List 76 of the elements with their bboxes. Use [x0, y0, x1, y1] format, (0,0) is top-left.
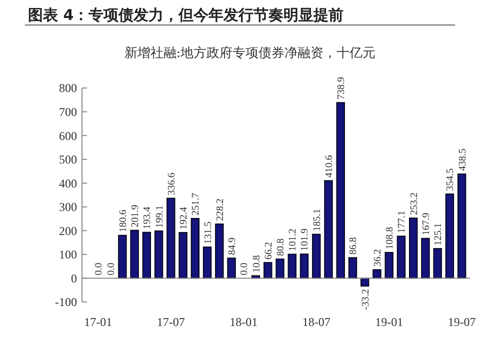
bar	[142, 232, 152, 279]
data-label: 131.5	[202, 221, 214, 244]
bar	[360, 278, 370, 287]
y-tick-label: 700	[59, 104, 77, 119]
x-tick-label: 18-01	[230, 315, 258, 329]
y-tick-label: 600	[59, 128, 77, 143]
data-label: 101.2	[288, 228, 299, 252]
chart-subtitle: 新增社融:地方政府专项债券净融资，十亿元	[124, 45, 376, 61]
bar	[300, 254, 309, 279]
data-label: 336.6	[166, 172, 178, 196]
bar	[372, 269, 382, 279]
data-label: 438.5	[457, 148, 468, 171]
bar	[408, 218, 418, 279]
bar	[336, 102, 345, 279]
data-label: 0.0	[106, 262, 117, 276]
data-label: 66.2	[263, 242, 274, 260]
bar	[215, 224, 224, 279]
y-tick-label: 100	[59, 248, 77, 262]
data-label: 201.9	[130, 204, 142, 228]
data-label: 0.0	[239, 262, 250, 276]
data-label: 738.9	[336, 77, 348, 100]
data-label: 80.8	[276, 238, 286, 256]
data-label: 36.2	[372, 249, 384, 267]
y-tick-label: 300	[59, 200, 77, 214]
data-label: 193.4	[142, 206, 154, 230]
bar	[324, 180, 333, 279]
x-tick-label: 19-01	[375, 315, 404, 329]
y-tick-label: 200	[59, 224, 77, 238]
bar	[384, 252, 394, 279]
data-label: 167.9	[420, 212, 432, 236]
bar	[130, 230, 139, 279]
data-label: 125.1	[433, 222, 444, 246]
x-tick-label: 17-01	[84, 315, 112, 329]
data-label: 192.4	[178, 206, 190, 230]
y-tick-label: 0	[71, 271, 77, 286]
bar	[227, 258, 236, 279]
bar	[312, 234, 321, 279]
x-tick-label: 18-07	[302, 315, 330, 329]
data-label: 354.5	[445, 168, 456, 191]
data-label: 101.9	[300, 228, 311, 251]
bar	[276, 258, 284, 279]
data-label: 410.6	[324, 155, 335, 178]
bar	[445, 194, 454, 279]
data-label: 199.1	[154, 205, 166, 228]
chart-title: 图表 4：专项债发力，但今年发行节奏明显提前	[28, 6, 344, 24]
data-label: 253.2	[408, 192, 420, 216]
y-tick-label: 500	[59, 152, 77, 167]
y-tick-label: -100	[55, 295, 77, 310]
bar	[202, 246, 212, 279]
data-label: -33.2	[360, 289, 372, 310]
data-label: 185.1	[312, 208, 323, 232]
bar	[421, 238, 430, 279]
data-label: 86.8	[348, 237, 360, 255]
bar	[348, 257, 358, 279]
y-tick-label: 800	[59, 81, 77, 96]
y-tick-label: 400	[59, 176, 77, 190]
bar	[178, 232, 188, 279]
bar	[433, 248, 442, 279]
bar	[166, 198, 176, 279]
x-tick-label: 17-07	[156, 315, 185, 329]
data-label: 228.2	[214, 198, 226, 221]
data-label: 251.7	[190, 192, 202, 216]
bar	[118, 234, 127, 279]
bar	[154, 230, 164, 279]
bar	[288, 254, 296, 279]
bar	[264, 262, 272, 279]
bar	[457, 174, 466, 279]
data-label: 84.9	[227, 238, 238, 256]
x-tick-label: 19-07	[448, 315, 476, 329]
data-label: 10.8	[251, 255, 262, 273]
data-label: 108.8	[384, 226, 396, 250]
data-label: 0.0	[94, 262, 105, 276]
bar	[396, 236, 406, 279]
data-label: 180.6	[118, 210, 129, 232]
bar	[190, 218, 200, 279]
data-label: 177.1	[396, 210, 408, 234]
